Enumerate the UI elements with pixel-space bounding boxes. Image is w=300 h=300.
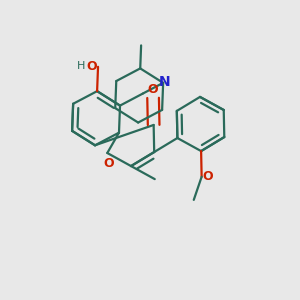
Text: H: H (76, 61, 85, 71)
Text: N: N (159, 75, 170, 89)
Text: O: O (86, 60, 97, 73)
Text: O: O (103, 157, 114, 169)
Text: O: O (148, 82, 158, 95)
Text: O: O (203, 170, 213, 183)
